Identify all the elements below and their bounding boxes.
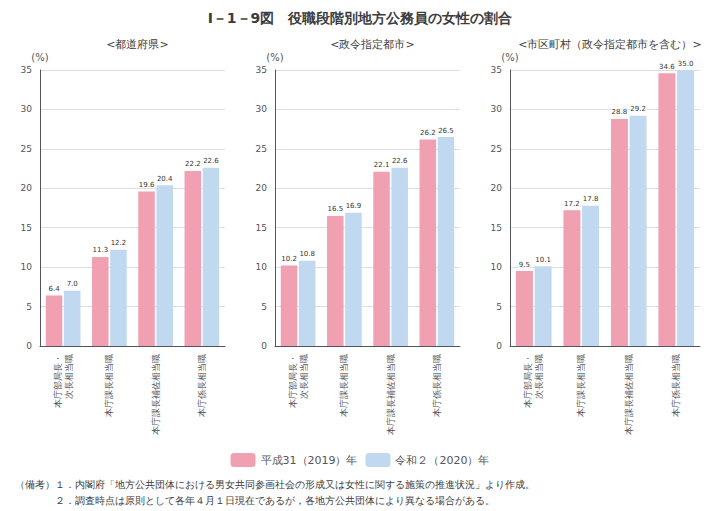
svg-text:本庁係長相当職: 本庁係長相当職 xyxy=(432,354,442,417)
svg-text:10.8: 10.8 xyxy=(299,250,315,258)
svg-text:20.4: 20.4 xyxy=(157,175,173,183)
svg-text:5: 5 xyxy=(261,302,267,312)
svg-text:25: 25 xyxy=(491,144,502,154)
svg-text:I－1－9図 役職段階別地方公務員の女性の割合: I－1－9図 役職段階別地方公務員の女性の割合 xyxy=(208,10,513,26)
svg-text:本庁課長補佐相当職: 本庁課長補佐相当職 xyxy=(624,354,634,435)
svg-text:35: 35 xyxy=(21,65,32,75)
svg-text:次長相当職: 次長相当職 xyxy=(64,354,74,399)
svg-text:26.5: 26.5 xyxy=(438,127,454,135)
svg-text:7.0: 7.0 xyxy=(67,280,78,288)
svg-text:19.6: 19.6 xyxy=(139,181,155,189)
svg-text:17.2: 17.2 xyxy=(564,200,580,208)
svg-text:9.5: 9.5 xyxy=(519,261,530,269)
svg-text:本庁課長補佐相当職: 本庁課長補佐相当職 xyxy=(386,354,396,435)
svg-text:(%): (%) xyxy=(266,52,283,63)
svg-text:２．調査時点は原則として各年４月１日現在であるが，各地方公共: ２．調査時点は原則として各年４月１日現在であるが，各地方公共団体により異なる場合… xyxy=(15,495,495,506)
svg-text:22.2: 22.2 xyxy=(185,160,201,168)
svg-text:次長相当職: 次長相当職 xyxy=(299,354,309,399)
svg-text:26.2: 26.2 xyxy=(420,129,436,137)
svg-text:本庁課長相当職: 本庁課長相当職 xyxy=(104,354,114,417)
svg-text:20: 20 xyxy=(21,183,33,193)
svg-text:17.8: 17.8 xyxy=(583,195,599,203)
svg-text:5: 5 xyxy=(26,302,32,312)
svg-text:10.2: 10.2 xyxy=(281,255,297,263)
svg-text:29.2: 29.2 xyxy=(630,105,646,113)
svg-text:令和２（2020）年: 令和２（2020）年 xyxy=(395,454,489,467)
svg-text:本庁課長相当職: 本庁課長相当職 xyxy=(339,354,349,417)
svg-text:15: 15 xyxy=(21,223,32,233)
svg-text:<都道府県>: <都道府県> xyxy=(106,38,168,51)
svg-text:本庁部局長・: 本庁部局長・ xyxy=(288,354,298,408)
svg-text:0: 0 xyxy=(496,341,502,351)
svg-text:(%): (%) xyxy=(501,52,518,63)
svg-text:22.6: 22.6 xyxy=(392,157,408,165)
svg-text:35: 35 xyxy=(256,65,267,75)
svg-text:25: 25 xyxy=(256,144,267,154)
svg-text:0: 0 xyxy=(26,341,32,351)
svg-text:30: 30 xyxy=(256,104,268,114)
svg-text:15: 15 xyxy=(256,223,267,233)
svg-text:20: 20 xyxy=(256,183,268,193)
svg-text:30: 30 xyxy=(491,104,503,114)
svg-text:本庁部局長・: 本庁部局長・ xyxy=(53,354,63,408)
svg-text:<市区町村（政令指定都市を含む）>: <市区町村（政令指定都市を含む）> xyxy=(518,38,701,51)
svg-text:30: 30 xyxy=(21,104,33,114)
svg-text:35: 35 xyxy=(491,65,502,75)
svg-text:15: 15 xyxy=(491,223,502,233)
svg-text:28.8: 28.8 xyxy=(612,108,628,116)
svg-text:22.1: 22.1 xyxy=(374,161,390,169)
svg-text:5: 5 xyxy=(496,302,502,312)
svg-text:35.0: 35.0 xyxy=(678,60,694,68)
svg-text:本庁課長相当職: 本庁課長相当職 xyxy=(576,354,586,417)
svg-text:10.1: 10.1 xyxy=(535,256,551,264)
svg-text:<政令指定都市>: <政令指定都市> xyxy=(330,38,414,51)
svg-text:12.2: 12.2 xyxy=(111,239,127,247)
svg-text:10: 10 xyxy=(21,262,33,272)
svg-text:本庁係長相当職: 本庁係長相当職 xyxy=(671,354,681,417)
svg-text:6.4: 6.4 xyxy=(48,285,60,293)
svg-text:25: 25 xyxy=(21,144,32,154)
svg-text:16.9: 16.9 xyxy=(346,202,362,210)
svg-text:次長相当職: 次長相当職 xyxy=(534,354,544,399)
svg-text:20: 20 xyxy=(491,183,503,193)
svg-text:34.6: 34.6 xyxy=(659,63,675,71)
svg-text:10: 10 xyxy=(491,262,503,272)
svg-text:10: 10 xyxy=(256,262,268,272)
svg-text:平成31（2019）年: 平成31（2019）年 xyxy=(261,454,358,467)
svg-text:11.3: 11.3 xyxy=(92,246,108,254)
svg-text:本庁部局長・: 本庁部局長・ xyxy=(523,354,533,408)
svg-text:0: 0 xyxy=(261,341,267,351)
svg-text:（備考）１．内閣府「地方公共団体における男女共同参画社会の形: （備考）１．内閣府「地方公共団体における男女共同参画社会の形成又は女性に関する施… xyxy=(15,479,535,490)
svg-text:(%): (%) xyxy=(31,52,48,63)
svg-text:22.6: 22.6 xyxy=(203,157,219,165)
svg-text:本庁係長相当職: 本庁係長相当職 xyxy=(197,354,207,417)
svg-text:本庁課長補佐相当職: 本庁課長補佐相当職 xyxy=(151,354,161,435)
svg-text:16.5: 16.5 xyxy=(327,205,343,213)
